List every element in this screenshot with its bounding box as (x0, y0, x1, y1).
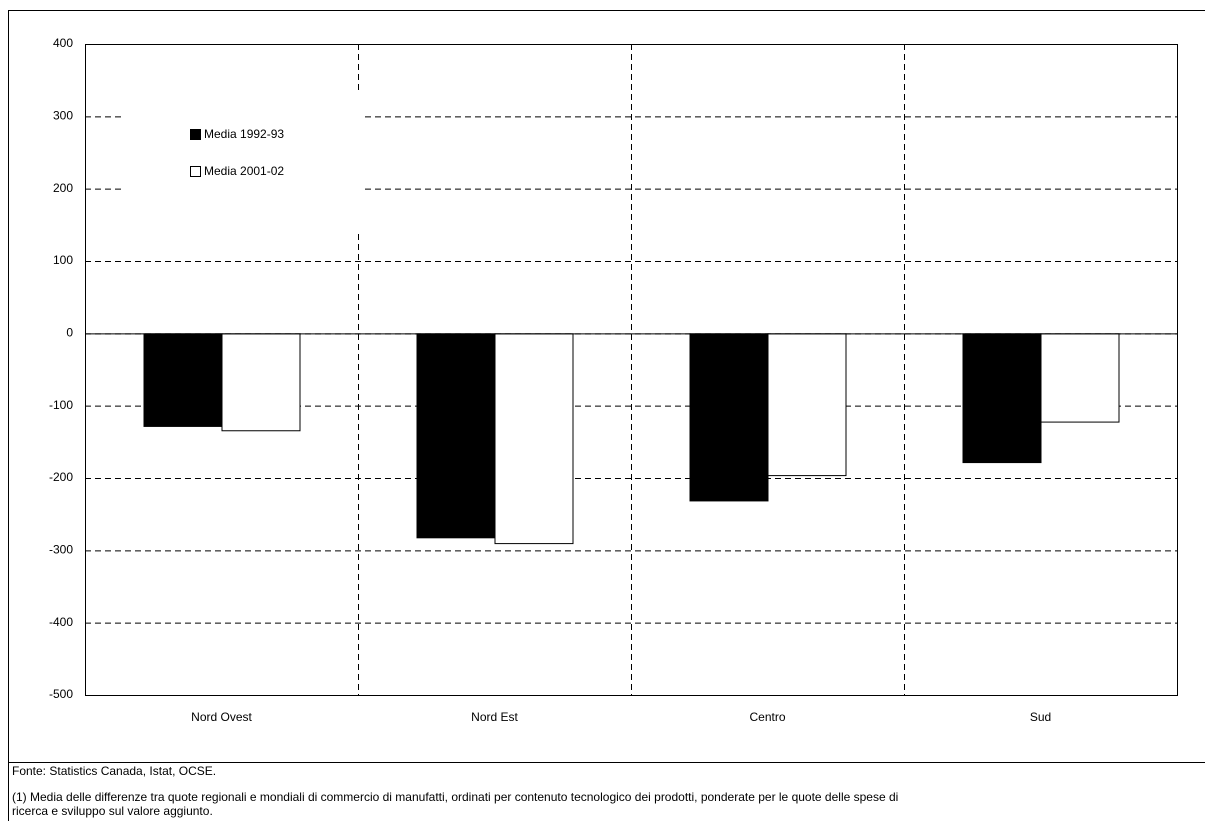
y-tick-label: 100 (53, 253, 73, 267)
y-tick-label: -400 (49, 615, 73, 629)
legend-box (125, 90, 365, 230)
bar (767, 333, 847, 477)
y-tick-label: -200 (49, 470, 73, 484)
y-tick-label: -500 (49, 687, 73, 701)
y-tick-label: 400 (53, 36, 73, 50)
legend-swatch (190, 129, 201, 140)
x-tick-label: Centro (749, 710, 785, 724)
x-tick-label: Sud (1030, 710, 1051, 724)
y-tick-label: -100 (49, 398, 73, 412)
x-tick-label: Nord Est (471, 710, 518, 724)
y-tick-label: 0 (66, 326, 73, 340)
bar (494, 333, 574, 545)
grid (85, 44, 1177, 695)
legend-swatch (190, 166, 201, 177)
bar (962, 333, 1042, 464)
bar (143, 333, 223, 427)
y-tick-label: 200 (53, 181, 73, 195)
bar (221, 333, 301, 432)
bar (1040, 333, 1120, 423)
legend-label: Media 1992-93 (204, 127, 284, 141)
source: Fonte: Statistics Canada, Istat, OCSE. (12, 764, 216, 778)
note: (1) Media delle differenze tra quote reg… (12, 790, 898, 804)
plot-area (85, 44, 1178, 696)
note: ricerca e sviluppo sul valore aggiunto. (12, 804, 213, 818)
legend-label: Media 2001-02 (204, 164, 284, 178)
bar (416, 333, 496, 539)
bar (689, 333, 769, 502)
y-tick-label: 300 (53, 109, 73, 123)
y-tick-label: -300 (49, 543, 73, 557)
x-tick-label: Nord Ovest (191, 710, 252, 724)
